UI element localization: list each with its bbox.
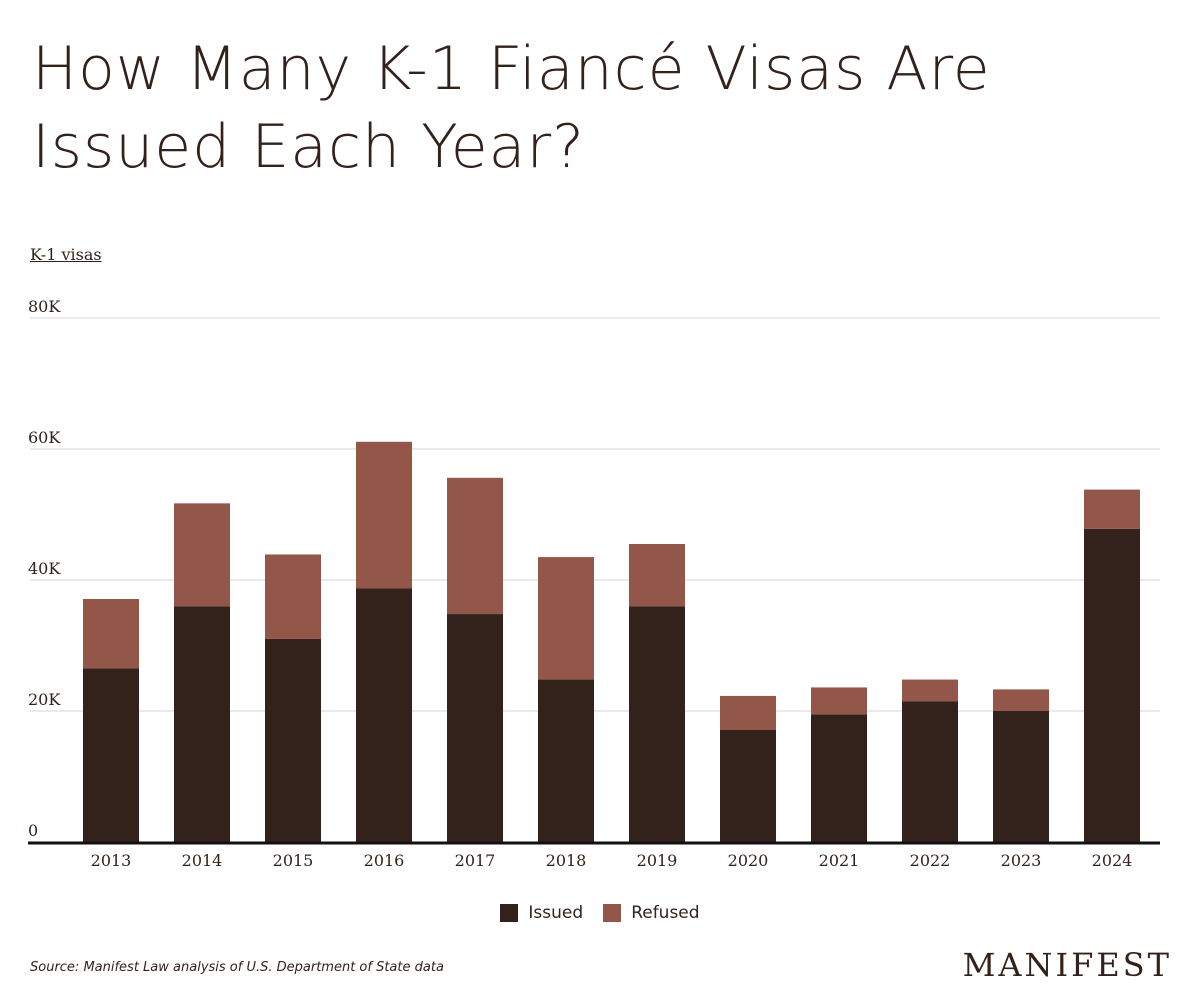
bar-refused-2024[interactable] bbox=[1084, 489, 1140, 529]
bar-issued-2020[interactable] bbox=[720, 729, 776, 842]
bar-refused-2023[interactable] bbox=[993, 689, 1049, 711]
brand-logo: MANIFEST bbox=[962, 946, 1172, 984]
y-tick-label: 20K bbox=[28, 690, 61, 709]
x-tick-label: 2013 bbox=[91, 851, 132, 870]
bar-refused-2013[interactable] bbox=[83, 598, 139, 669]
legend-label-refused: Refused bbox=[631, 903, 700, 923]
x-tick-label: 2021 bbox=[819, 851, 860, 870]
bar-issued-2014[interactable] bbox=[174, 606, 230, 842]
y-tick-label: 80K bbox=[28, 297, 61, 316]
legend-label-issued: Issued bbox=[528, 903, 584, 923]
bar-refused-2017[interactable] bbox=[447, 477, 503, 615]
x-tick-labels: 2013 2014 2015 2016 2017 2018 2019 2020 2021 2022… bbox=[91, 851, 1133, 870]
x-tick-label: 2017 bbox=[455, 851, 496, 870]
legend-swatch-issued bbox=[500, 904, 519, 922]
x-tick-label: 2022 bbox=[910, 851, 951, 870]
bar-issued-2022[interactable] bbox=[902, 701, 958, 842]
bar-issued-2015[interactable] bbox=[265, 638, 321, 842]
x-tick-label: 2019 bbox=[637, 851, 678, 870]
source-note: Source: Manifest Law analysis of U.S. De… bbox=[30, 960, 444, 975]
x-tick-label: 2014 bbox=[182, 851, 223, 870]
y-tick-label: 0 bbox=[28, 821, 38, 840]
bars bbox=[83, 441, 1140, 842]
y-tick-label: 60K bbox=[28, 428, 61, 447]
bar-refused-2018[interactable] bbox=[538, 557, 594, 680]
y-axis-unit-label: K-1 visas bbox=[30, 245, 102, 264]
y-tick-labels: 0 20K 40K 60K 80K bbox=[28, 297, 61, 840]
legend-item-refused[interactable]: Refused bbox=[603, 903, 700, 923]
bar-issued-2019[interactable] bbox=[629, 606, 685, 842]
x-tick-label: 2023 bbox=[1001, 851, 1042, 870]
bar-issued-2024[interactable] bbox=[1084, 528, 1140, 842]
bar-refused-2019[interactable] bbox=[629, 543, 685, 607]
chart-title: How Many K-1 Fiancé Visas Are Issued Eac… bbox=[32, 34, 991, 182]
bar-refused-2016[interactable] bbox=[356, 441, 412, 589]
legend-swatch-refused bbox=[603, 904, 622, 922]
bar-refused-2022[interactable] bbox=[902, 679, 958, 702]
x-tick-label: 2016 bbox=[364, 851, 405, 870]
bar-issued-2016[interactable] bbox=[356, 588, 412, 842]
bar-refused-2020[interactable] bbox=[720, 695, 776, 730]
bar-refused-2014[interactable] bbox=[174, 503, 230, 607]
x-tick-label: 2015 bbox=[273, 851, 314, 870]
y-tick-label: 40K bbox=[28, 559, 61, 578]
bar-refused-2015[interactable] bbox=[265, 554, 321, 639]
legend-item-issued[interactable]: Issued bbox=[500, 903, 583, 923]
bar-refused-2021[interactable] bbox=[811, 687, 867, 715]
x-tick-label: 2024 bbox=[1092, 851, 1133, 870]
legend: Issued Refused bbox=[0, 903, 1200, 923]
bar-issued-2023[interactable] bbox=[993, 711, 1049, 842]
x-tick-label: 2018 bbox=[546, 851, 587, 870]
x-tick-label: 2020 bbox=[728, 851, 769, 870]
bar-issued-2018[interactable] bbox=[538, 679, 594, 842]
bar-issued-2021[interactable] bbox=[811, 714, 867, 842]
bar-issued-2013[interactable] bbox=[83, 668, 139, 842]
bar-issued-2017[interactable] bbox=[447, 614, 503, 842]
